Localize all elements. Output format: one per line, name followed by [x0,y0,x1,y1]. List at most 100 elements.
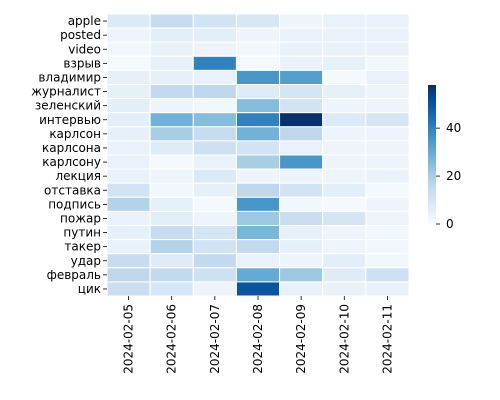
y-tick-label: такер [64,240,101,254]
heatmap-cell [235,69,281,86]
heatmap-cell [235,27,281,43]
heatmap-cell [365,55,410,71]
heatmap-cell [106,27,151,43]
heatmap-cell [106,55,151,71]
heatmap-cell [149,196,194,212]
y-tick-label: apple [68,14,101,28]
heatmap-cell [235,140,281,156]
heatmap-cell [279,182,324,198]
heatmap-cell [235,196,281,212]
y-tick-label: posted [60,28,101,42]
heatmap-cell [106,84,151,100]
heatmap-cell [192,98,237,114]
heatmap-cell [365,112,410,128]
heatmap-cell [106,41,151,57]
y-tick-label: февраль [47,268,101,282]
heatmap-cell [365,210,410,226]
y-tick-label: подпись [48,197,101,211]
y-tick-label: карлсон [49,127,101,141]
y-tick-labels: applepostedvideoвзрыввладимиржурналистзе… [31,14,107,296]
heatmap-cell [279,253,324,269]
x-tick-label: 2024-02-09 [294,304,308,374]
x-tick-label: 2024-02-11 [380,304,394,374]
heatmap-cell [279,55,324,71]
heatmap-cell [279,126,324,142]
heatmap-cell [322,55,367,71]
heatmap-cell [235,253,281,269]
heatmap-cell [322,112,367,128]
heatmap-cell [365,168,410,184]
colorbar-tick-label: 20 [446,169,461,183]
y-tick-label: пожар [60,211,101,225]
heatmap-cell [279,239,324,255]
heatmap-cell [192,69,237,86]
heatmap-cell [279,140,324,156]
heatmap-cell [235,84,281,100]
heatmap-cell [322,225,367,241]
heatmap-cell [235,55,281,71]
x-tick-label: 2024-02-07 [208,304,222,374]
y-tick-label: путин [63,226,101,240]
heatmap-cell [322,239,367,255]
heatmap-cell [279,69,324,86]
y-tick-label: интервью [39,113,101,127]
heatmap-cell [365,41,410,57]
heatmap-cell [365,140,410,156]
heatmap-cell [149,98,194,114]
heatmap-cell [322,267,367,283]
heatmap-cell [149,253,194,269]
heatmap-cell [192,168,237,184]
heatmap-cell [322,84,367,100]
y-tick-label: владимир [38,70,101,84]
heatmap-cell [279,196,324,212]
heatmap-cell [279,225,324,241]
heatmap-cell [279,267,324,283]
heatmap-cell [149,112,194,128]
heatmap-cell [235,41,281,57]
heatmap-cell [149,182,194,198]
heatmap-cell [192,253,237,269]
heatmap-cell [235,239,281,255]
heatmap-cell [322,126,367,142]
heatmap-cell [192,154,237,170]
heatmap-cell [365,27,410,43]
heatmap-cell [192,41,237,57]
heatmap-cell [149,69,194,86]
y-tick-label: лекция [56,169,102,183]
heatmap-cell [192,84,237,100]
heatmap-cell [365,98,410,114]
heatmap-cell [192,27,237,43]
heatmap-cell [149,168,194,184]
heatmap-cell [235,281,281,297]
heatmap-cell [235,182,281,198]
heatmap-cell [192,210,237,226]
heatmap-cell [106,239,151,255]
y-tick-label: отставка [44,183,101,197]
heatmap-cell [279,168,324,184]
heatmap-cell [279,210,324,226]
y-tick-label: журналист [31,85,101,99]
y-tick-label: удар [71,254,101,268]
heatmap-cell [192,239,237,255]
heatmap-cell [106,112,151,128]
heatmap-cell [365,281,410,297]
heatmap-cell [149,154,194,170]
heatmap-cell [279,84,324,100]
y-tick-label: карлсона [42,141,101,155]
heatmap-cell [149,41,194,57]
heatmap-cell [365,182,410,198]
heatmap-cell [106,168,151,184]
y-tick-label: карлсону [42,155,101,169]
heatmap-cell [192,13,237,29]
heatmap-cell [106,267,151,283]
heatmap-cell [106,13,151,29]
heatmap-cell [106,98,151,114]
heatmap-cell [365,196,410,212]
heatmap-cell [322,182,367,198]
heatmap-cell [365,154,410,170]
heatmap-cell [322,140,367,156]
heatmap-cell [235,98,281,114]
heatmap-cell [192,225,237,241]
heatmap-cell [149,281,194,297]
